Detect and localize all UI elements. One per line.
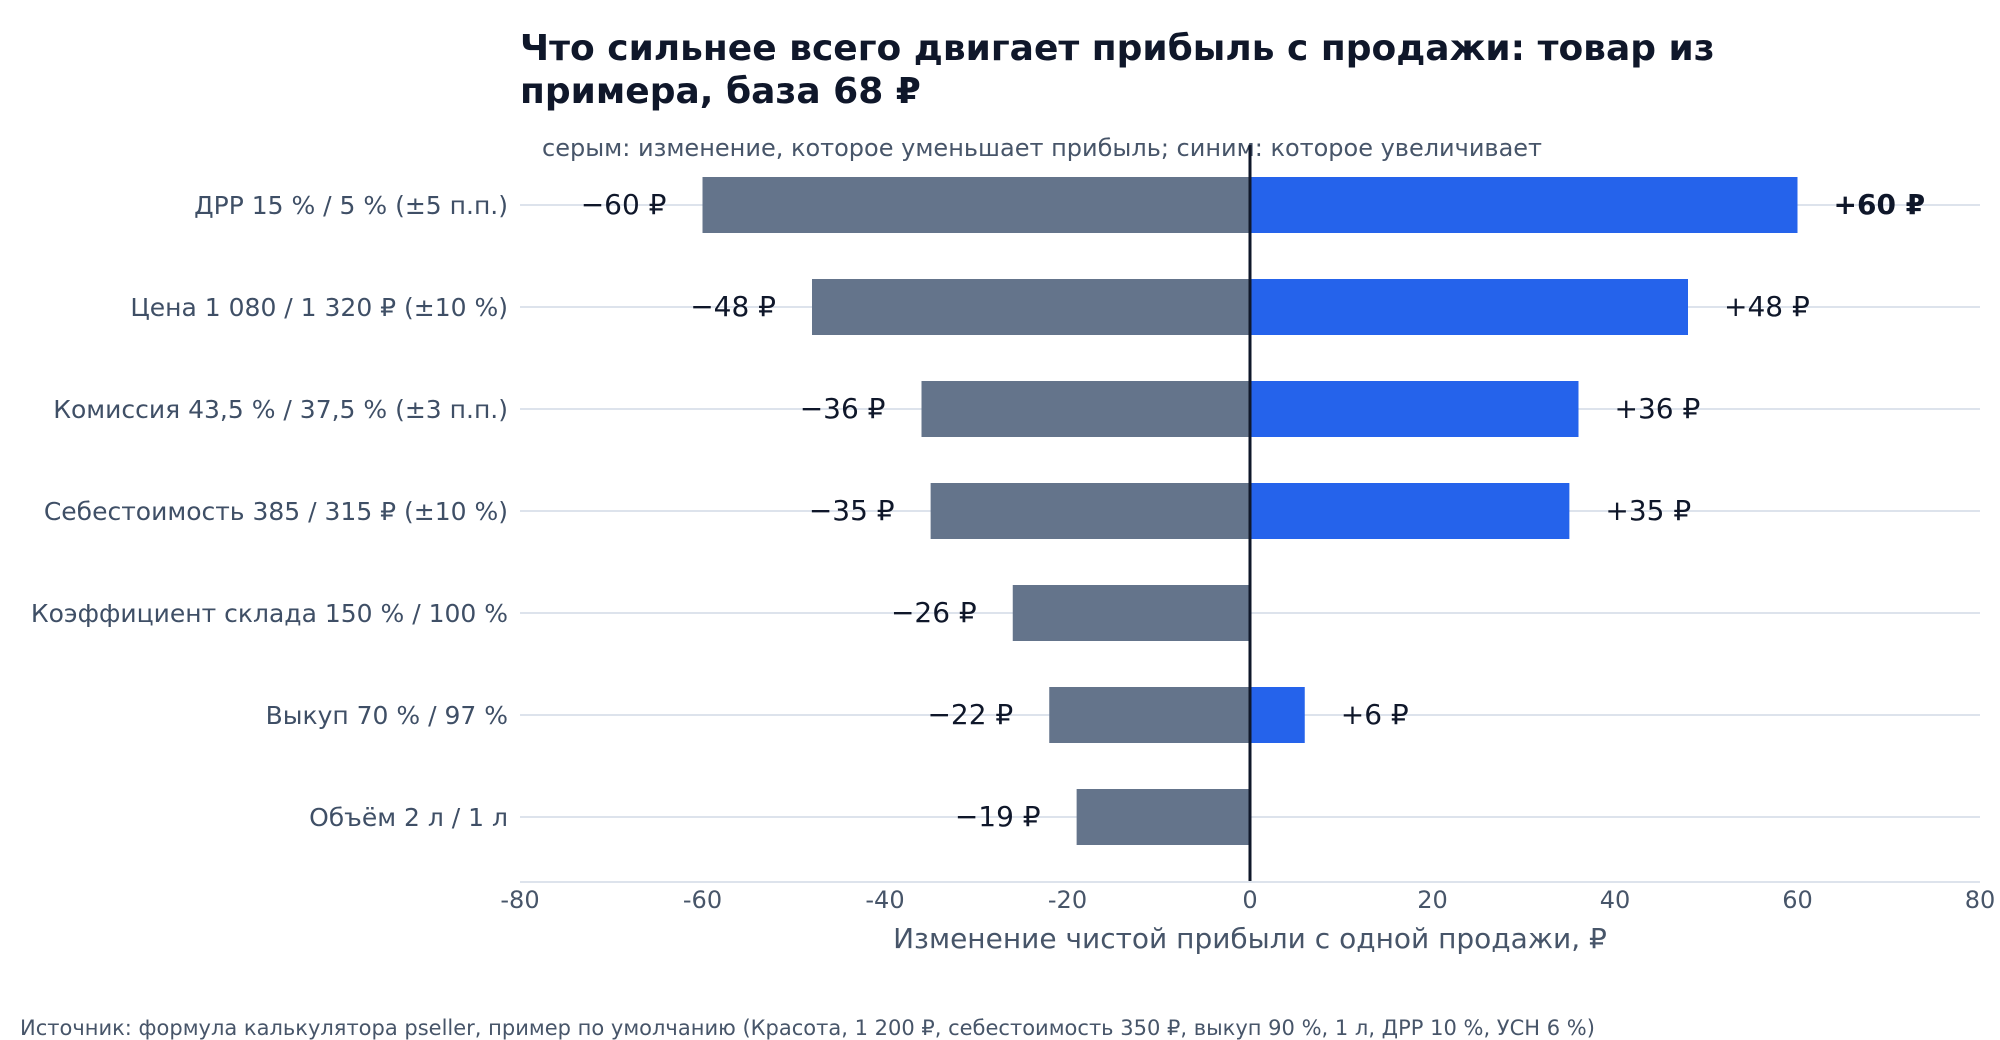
chart-title-line-2: примера, база 68 ₽ <box>520 71 921 112</box>
bar-positive <box>1250 687 1305 743</box>
bar-negative <box>1012 585 1250 641</box>
category-label: Комиссия 43,5 % / 37,5 % (±3 п.п.) <box>53 395 508 424</box>
value-label-negative: −22 ₽ <box>927 698 1013 731</box>
bar-positive <box>1250 279 1688 335</box>
x-tick-label: 80 <box>1965 886 1996 914</box>
bar-negative <box>1049 687 1250 743</box>
value-label-negative: −26 ₽ <box>891 596 977 629</box>
bar-positive <box>1250 177 1798 233</box>
value-label-negative: −35 ₽ <box>809 494 895 527</box>
value-label-negative: −19 ₽ <box>955 800 1041 833</box>
x-tick-label: 40 <box>1600 886 1631 914</box>
x-tick-label: 60 <box>1782 886 1813 914</box>
bar-positive <box>1250 483 1570 539</box>
x-tick-label: -80 <box>500 886 539 914</box>
category-label: ДРР 15 % / 5 % (±5 п.п.) <box>194 191 508 220</box>
category-label: Объём 2 л / 1 л <box>309 803 508 832</box>
bars <box>702 145 1798 882</box>
x-tick-label: 20 <box>1417 886 1448 914</box>
x-axis-label: Изменение чистой прибыли с одной продажи… <box>893 922 1607 955</box>
bar-negative <box>921 381 1250 437</box>
value-label-negative: −60 ₽ <box>581 188 667 221</box>
value-label-positive: +36 ₽ <box>1615 392 1701 425</box>
bar-negative <box>1076 789 1250 845</box>
bar-positive <box>1250 381 1579 437</box>
value-label-positive: +35 ₽ <box>1605 494 1691 527</box>
value-label-positive: +48 ₽ <box>1724 290 1810 323</box>
x-tick-label: -60 <box>683 886 722 914</box>
x-tick-label: -20 <box>1048 886 1087 914</box>
bar-negative <box>702 177 1250 233</box>
bar-negative <box>930 483 1250 539</box>
category-label: Себестоимость 385 / 315 ₽ (±10 %) <box>44 497 508 526</box>
bar-value-labels: −60 ₽ +60 ₽ −48 ₽ +48 ₽ −36 ₽ +36 ₽ −35 ₽ +35 ₽… <box>581 188 1925 833</box>
category-labels: ДРР 15 % / 5 % (±5 п.п.) Цена 1 080 / 1 3… <box>31 191 508 832</box>
source-note: Источник: формула калькулятора pseller, … <box>20 1016 1595 1040</box>
value-label-positive: +6 ₽ <box>1341 698 1409 731</box>
bar-negative <box>812 279 1250 335</box>
category-label: Выкуп 70 % / 97 % <box>266 701 508 730</box>
value-label-positive: +60 ₽ <box>1834 188 1926 221</box>
x-tick-label: -40 <box>865 886 904 914</box>
x-axis: -80 -60 -40 -20 0 20 40 60 80 <box>500 881 1996 914</box>
x-tick-label: 0 <box>1242 886 1257 914</box>
chart-title-line-1: Что сильнее всего двигает прибыль с прод… <box>520 28 1715 69</box>
category-label: Цена 1 080 / 1 320 ₽ (±10 %) <box>130 293 508 322</box>
value-label-negative: −36 ₽ <box>800 392 886 425</box>
chart-subtitle: серым: изменение, которое уменьшает приб… <box>542 134 1542 162</box>
value-label-negative: −48 ₽ <box>690 290 776 323</box>
category-label: Коэффициент склада 150 % / 100 % <box>31 599 508 628</box>
